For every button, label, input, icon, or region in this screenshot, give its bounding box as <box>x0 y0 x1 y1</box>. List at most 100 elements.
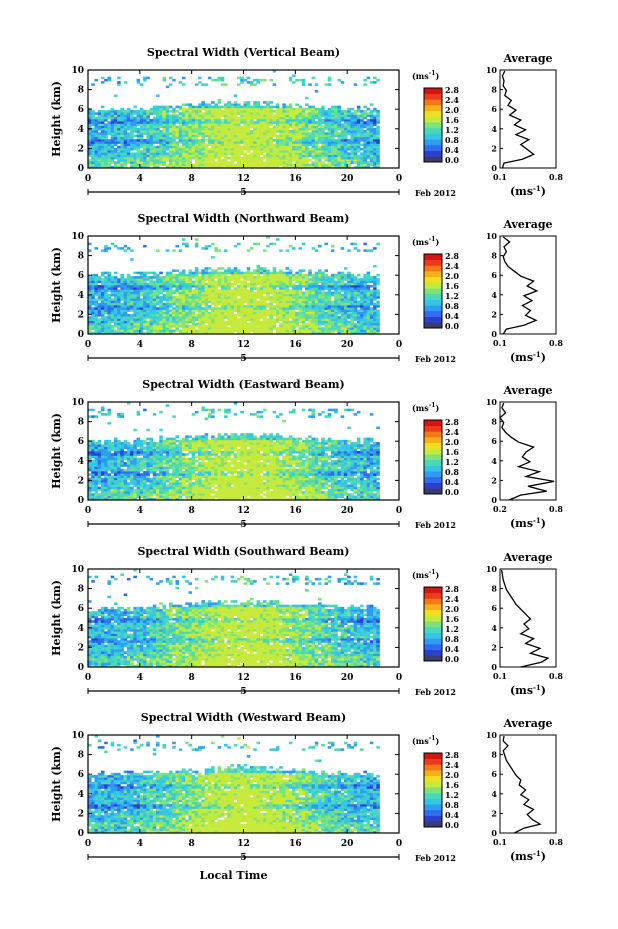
heatmap-cell <box>292 325 296 328</box>
heatmap-cell <box>233 320 238 324</box>
heatmap-cell <box>249 134 254 138</box>
heatmap-cell <box>295 318 299 321</box>
heatmap-cell <box>94 282 99 286</box>
heatmap-cell <box>256 139 260 142</box>
heatmap-cell <box>136 313 141 317</box>
heatmap-cell <box>337 327 341 330</box>
heatmap-cell <box>311 291 316 295</box>
heatmap-cell <box>207 159 212 162</box>
heatmap-cell <box>275 134 280 138</box>
heatmap-cell <box>214 163 218 167</box>
heatmap-cell <box>262 101 267 104</box>
heatmap-cell <box>113 112 118 115</box>
heatmap-cell <box>220 316 225 319</box>
heatmap-cell <box>324 276 329 279</box>
heatmap-cell <box>214 249 218 252</box>
heatmap-cell <box>204 276 209 279</box>
heatmap-cell <box>340 316 345 319</box>
heatmap-cell <box>194 287 199 290</box>
heatmap-cell <box>311 318 316 321</box>
heatmap-cell <box>91 273 95 277</box>
heatmap-cell <box>366 280 371 284</box>
heatmap-cell <box>347 273 351 277</box>
heatmap-cell <box>217 143 222 147</box>
heatmap-cell <box>194 269 199 272</box>
heatmap-cell <box>246 76 251 80</box>
heatmap-cell <box>246 159 251 162</box>
heatmap-cell <box>295 305 299 308</box>
heatmap-cell <box>337 119 341 122</box>
heatmap-cell <box>188 298 192 301</box>
heatmap-cell <box>324 116 329 120</box>
heatmap-cell <box>224 105 228 109</box>
heatmap-cell <box>204 125 209 129</box>
heatmap-cell <box>152 119 157 122</box>
heatmap-cell <box>198 152 202 155</box>
heatmap-cell <box>237 150 241 153</box>
heatmap-cell <box>288 313 293 317</box>
avg-frame <box>499 69 557 169</box>
heatmap-cell <box>220 296 225 299</box>
heatmap-cell <box>104 249 108 252</box>
heatmap-cell <box>311 285 316 288</box>
heatmap-cell <box>347 329 351 333</box>
heatmap-cell <box>233 293 238 297</box>
heatmap-cell <box>91 291 95 295</box>
heatmap-cell <box>272 156 277 160</box>
heatmap-cell <box>366 320 371 324</box>
heatmap-cell <box>272 116 277 120</box>
heatmap-cell <box>188 287 192 290</box>
heatmap-cell <box>347 325 351 328</box>
heatmap-cell <box>139 285 144 288</box>
heatmap-cell <box>259 134 264 138</box>
heatmap-cell <box>337 309 341 313</box>
heatmap-cell <box>143 130 147 133</box>
heatmap-cell <box>233 244 238 248</box>
heatmap-cell <box>227 165 231 169</box>
heatmap-cell <box>185 302 189 306</box>
heatmap-cell <box>198 313 202 317</box>
heatmap-cell <box>162 150 167 153</box>
heatmap-cell <box>298 123 303 126</box>
heatmap-cell <box>143 154 147 158</box>
heatmap-cell <box>139 127 144 131</box>
heatmap-cell <box>204 139 209 142</box>
heatmap-cell <box>327 325 332 328</box>
heatmap-cell <box>178 105 183 109</box>
heatmap-cell <box>259 325 264 328</box>
heatmap-cell <box>240 141 244 144</box>
heatmap-cell <box>117 152 121 155</box>
heatmap-cell <box>139 276 144 279</box>
heatmap-cell <box>324 119 329 122</box>
heatmap-cell <box>262 150 267 153</box>
heatmap-cell <box>146 298 150 301</box>
heatmap-cell <box>243 105 248 109</box>
heatmap-cell <box>139 119 144 122</box>
heatmap-cell <box>308 289 312 292</box>
heatmap-cell <box>334 163 338 167</box>
heatmap-cell <box>249 325 254 328</box>
heatmap-cell <box>253 123 257 126</box>
heatmap-cell <box>123 302 128 306</box>
heatmap-cell <box>149 156 154 160</box>
heatmap-cell <box>130 130 134 133</box>
heatmap-cell <box>191 322 196 326</box>
heatmap-cell <box>204 247 209 250</box>
heatmap-cell <box>194 141 199 144</box>
heatmap-cell <box>88 110 92 113</box>
heatmap-cell <box>191 114 196 118</box>
heatmap-cell <box>237 76 241 80</box>
heatmap-cell <box>94 300 99 304</box>
heatmap-cell <box>214 307 218 310</box>
heatmap-cell <box>356 313 361 317</box>
heatmap-cell <box>143 112 147 115</box>
heatmap-cell <box>143 127 147 131</box>
heatmap-cell <box>353 123 358 126</box>
heatmap-cell <box>178 309 183 313</box>
heatmap-cell <box>172 282 176 286</box>
heatmap-cell <box>288 311 293 315</box>
heatmap-cell <box>288 309 293 313</box>
heatmap-cell <box>133 121 137 124</box>
heatmap-cell <box>126 107 131 111</box>
heatmap-cell <box>126 296 131 299</box>
